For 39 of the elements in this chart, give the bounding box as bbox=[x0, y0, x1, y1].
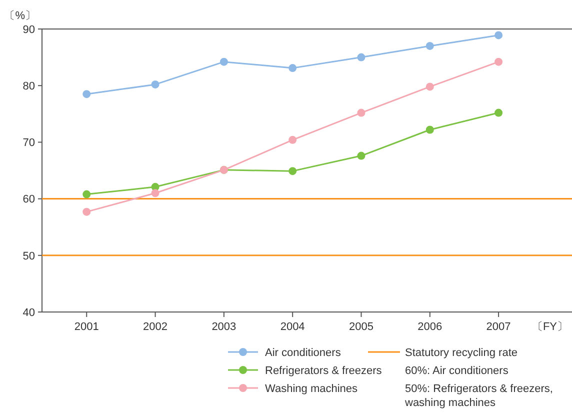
point bbox=[288, 64, 297, 72]
point bbox=[494, 31, 503, 40]
point bbox=[494, 108, 503, 117]
x-tick-label: 2007 bbox=[486, 321, 511, 333]
point bbox=[220, 58, 228, 66]
point bbox=[288, 167, 297, 176]
point bbox=[357, 108, 366, 117]
x-axis-title: 〔FY〕 bbox=[532, 321, 568, 333]
point bbox=[494, 58, 503, 66]
point bbox=[357, 152, 366, 160]
y-tick-label: 60 bbox=[22, 194, 35, 206]
y-tick-label: 40 bbox=[22, 306, 35, 319]
y-tick-label: 90 bbox=[22, 24, 35, 36]
text: 60%: Air conditioners bbox=[405, 364, 509, 377]
x-tick-label: 2001 bbox=[74, 321, 99, 333]
point bbox=[82, 90, 91, 98]
point bbox=[426, 82, 434, 91]
text: 50%: Refrigerators & freezers, washing machines bbox=[404, 382, 553, 410]
point bbox=[426, 126, 434, 134]
point bbox=[288, 136, 297, 144]
legend-label: Refrigerators & freezers bbox=[265, 364, 382, 377]
x-tick-label: 2004 bbox=[280, 321, 305, 333]
x-tick-label: 2005 bbox=[348, 321, 374, 333]
x-tick-label: 2002 bbox=[143, 321, 168, 333]
point bbox=[426, 42, 434, 50]
point bbox=[82, 208, 91, 216]
point bbox=[357, 53, 366, 62]
text: Statutory recycling rate bbox=[405, 346, 518, 359]
point bbox=[151, 189, 160, 198]
x-tick-label: 2003 bbox=[212, 321, 236, 333]
y-axis-title: 〔%〕 bbox=[4, 10, 36, 22]
point bbox=[151, 80, 160, 88]
y-tick-label: 70 bbox=[22, 137, 35, 150]
y-tick-label: 50 bbox=[22, 250, 35, 262]
legend-label: Washing machines bbox=[265, 382, 358, 395]
point bbox=[82, 190, 91, 198]
y-tick-label: 80 bbox=[22, 80, 35, 92]
legend-label: Air conditioners bbox=[265, 346, 342, 359]
x-tick-label: 2006 bbox=[418, 321, 442, 333]
